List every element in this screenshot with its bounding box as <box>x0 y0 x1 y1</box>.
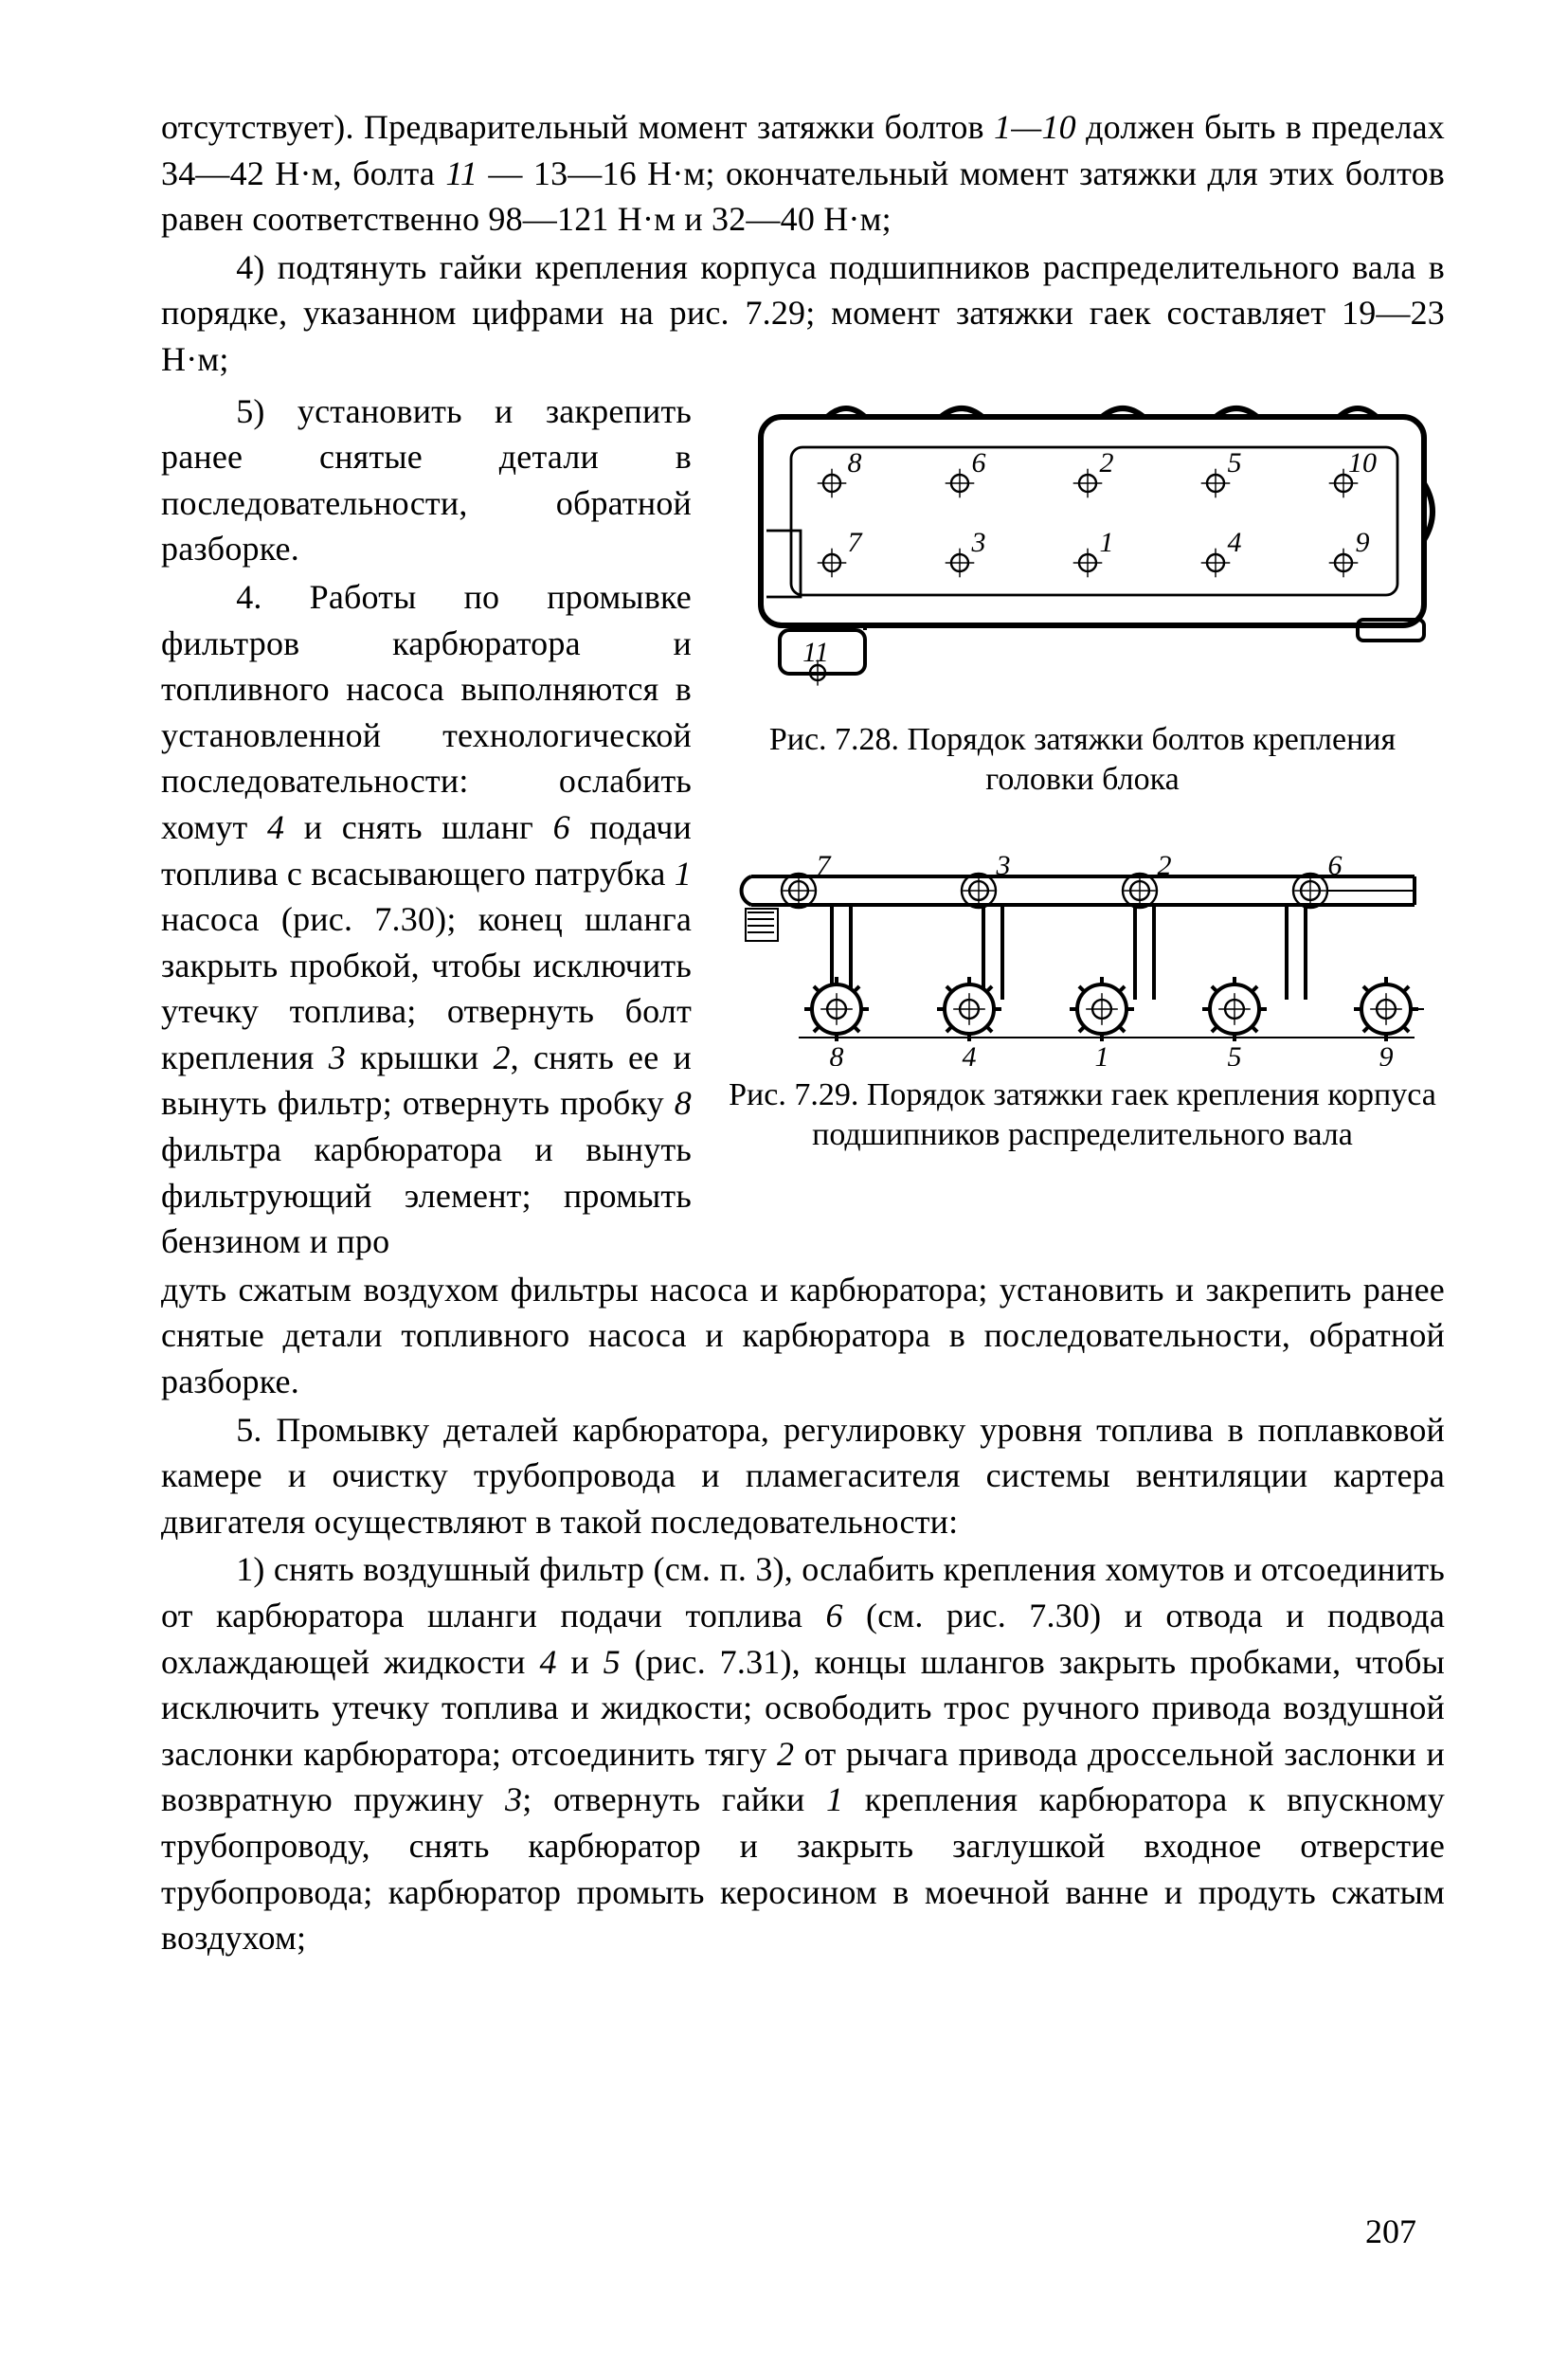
p3: 5) установить и закрепить ранее снятые д… <box>161 388 692 572</box>
svg-text:5: 5 <box>1227 447 1241 478</box>
p4g: фильтра карбюратора и вынуть фильтрующий… <box>161 1130 692 1260</box>
p4-n1: 1 <box>675 855 692 893</box>
p5: дуть сжатым воздухом фильтры насоса и ка… <box>161 1267 1445 1405</box>
figure-7-29: 7 3 2 6 8 4 1 5 9 Рис. 7.29. Порядок затяжки гае… <box>720 820 1445 1156</box>
body-text-top: отсутствует). Предварительный момент зат… <box>161 104 1445 383</box>
svg-text:3: 3 <box>995 850 1010 881</box>
svg-text:9: 9 <box>1355 527 1369 558</box>
svg-text:8: 8 <box>847 447 861 478</box>
svg-text:7: 7 <box>847 527 863 558</box>
p4e: крышки <box>346 1038 494 1076</box>
p7-n6: 6 <box>825 1597 842 1634</box>
svg-text:5: 5 <box>1227 1041 1241 1066</box>
left-column: 5) установить и закрепить ранее снятые д… <box>161 388 692 1267</box>
svg-text:4: 4 <box>1227 527 1241 558</box>
ital-11: 11 <box>445 154 478 192</box>
p4-n8: 8 <box>675 1084 692 1122</box>
p2: 4) подтянуть гайки крепления корпуса под… <box>161 244 1445 383</box>
svg-text:2: 2 <box>1099 447 1113 478</box>
p7-n2: 2 <box>777 1735 794 1773</box>
p7c: и <box>557 1643 604 1681</box>
p7-n4: 4 <box>539 1643 556 1681</box>
p4b: и снять шланг <box>284 808 552 846</box>
p7-n1: 1 <box>826 1780 843 1818</box>
svg-text:1: 1 <box>1094 1041 1108 1066</box>
figure-7-29-caption: Рис. 7.29. Порядок затяжки гаек креплени… <box>720 1075 1445 1156</box>
p4-n2: 2 <box>493 1038 510 1076</box>
p6: 5. Промывку деталей карбюратора, регулир… <box>161 1407 1445 1545</box>
p4a: 4. Работы по промывке фильтров карбюрато… <box>161 578 692 846</box>
svg-text:2: 2 <box>1157 850 1171 881</box>
p4-n6: 6 <box>553 808 570 846</box>
p7f: ; отвернуть гайки <box>522 1780 826 1818</box>
svg-text:10: 10 <box>1348 447 1377 478</box>
p4-n3: 3 <box>329 1038 346 1076</box>
svg-text:11: 11 <box>802 637 829 668</box>
p7-n5: 5 <box>604 1643 621 1681</box>
svg-text:8: 8 <box>829 1041 843 1066</box>
body-text-bottom: дуть сжатым воздухом фильтры насоса и ка… <box>161 1267 1445 1961</box>
figure-7-29-svg: 7 3 2 6 8 4 1 5 9 <box>723 820 1443 1066</box>
svg-text:7: 7 <box>816 850 832 881</box>
p1a: отсутствует). Предварительный момент зат… <box>161 108 994 146</box>
svg-text:6: 6 <box>971 447 985 478</box>
ital-1-10: 1—10 <box>994 108 1076 146</box>
figure-7-28-caption: Рис. 7.28. Порядок затяжки болтов крепле… <box>720 720 1445 801</box>
p4-n4: 4 <box>267 808 284 846</box>
two-column-region: 5) установить и закрепить ранее снятые д… <box>161 388 1445 1267</box>
page: отсутствует). Предварительный момент зат… <box>0 0 1568 2365</box>
svg-text:1: 1 <box>1099 527 1113 558</box>
svg-text:9: 9 <box>1379 1041 1393 1066</box>
figure-7-28: 11 8 6 2 5 10 7 3 1 4 9 Рис. 7.28. Порядок затяжки… <box>720 388 1445 801</box>
figure-7-28-svg: 11 8 6 2 5 10 7 3 1 4 9 <box>723 388 1443 711</box>
svg-text:6: 6 <box>1327 850 1342 881</box>
svg-text:4: 4 <box>962 1041 976 1066</box>
svg-text:3: 3 <box>970 527 985 558</box>
page-number: 207 <box>1365 2212 1416 2251</box>
p7-n3: 3 <box>505 1780 522 1818</box>
right-column: 11 8 6 2 5 10 7 3 1 4 9 Рис. 7.28. Порядок затяжки… <box>720 388 1445 1267</box>
